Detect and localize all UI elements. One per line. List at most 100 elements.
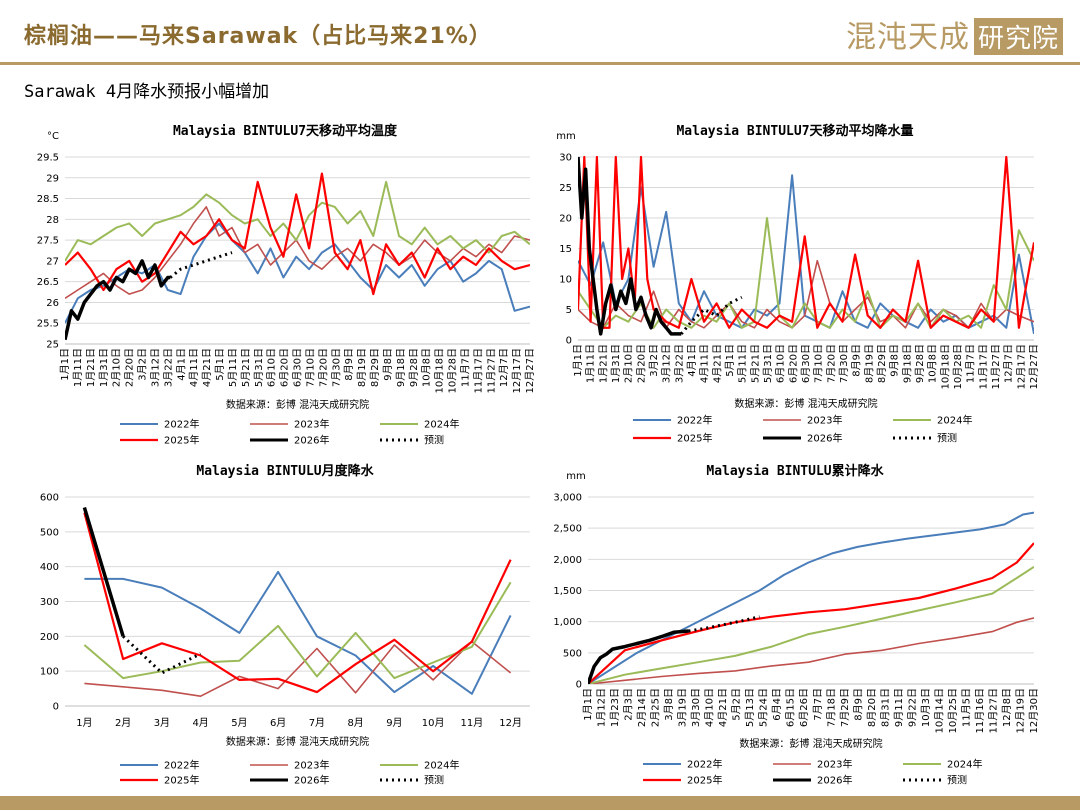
- x-tick-label: 8月9日: [852, 688, 864, 721]
- y-unit-label: °C: [47, 131, 59, 142]
- legend-label: 2022年: [164, 418, 199, 431]
- x-tick-label: 10月3日: [920, 688, 932, 727]
- legend-label: 2024年: [947, 758, 982, 771]
- x-tick-label: 5月1日: [214, 348, 226, 381]
- x-tick-label: 6月30日: [800, 344, 812, 383]
- x-tick-label: 10月28日: [952, 344, 964, 389]
- x-tick-label: 5月2日: [731, 688, 743, 721]
- x-tick-label: 12月7日: [498, 348, 510, 387]
- series-line-2025年: [588, 542, 1034, 684]
- y-tick-label: 500: [563, 648, 582, 659]
- slide-subtitle: Sarawak 4月降水预报小幅增加: [24, 82, 270, 102]
- x-tick-label: 4月1日: [175, 348, 187, 381]
- x-tick-label: 6月15日: [785, 688, 797, 727]
- x-tick-label: 3月22日: [162, 348, 174, 387]
- x-tick-label: 11月7日: [459, 348, 471, 387]
- y-tick-label: 15: [559, 244, 572, 255]
- x-tick-label: 8月20日: [866, 688, 878, 727]
- x-tick-label: 2月14日: [636, 688, 648, 727]
- series-line-2026年: [588, 629, 689, 684]
- x-tick-label: 9月28日: [914, 344, 926, 383]
- x-tick-label: 8月29日: [876, 344, 888, 383]
- x-tick-label: 3月19日: [677, 688, 689, 727]
- x-tick-label: 6月30日: [292, 348, 304, 387]
- x-tick-label: 4月11日: [699, 344, 711, 383]
- legend-label: 2022年: [164, 759, 199, 772]
- legend-label: 预测: [937, 432, 957, 445]
- legend-label: 2026年: [294, 774, 329, 787]
- chart-title: Malaysia BINTULU7天移动平均降水量: [676, 123, 913, 139]
- x-tick-label: 1月1日: [582, 688, 594, 721]
- data-source-note: 数据来源：彭博 混沌天成研究院: [734, 397, 877, 410]
- x-tick-label: 8月29日: [369, 348, 381, 387]
- legend-label: 2024年: [424, 759, 459, 772]
- temp-plot: [65, 156, 530, 345]
- x-tick-label: 5月1日: [724, 344, 736, 377]
- x-tick-label: 1月11日: [585, 344, 597, 383]
- x-tick-label: 10月25日: [947, 688, 959, 733]
- logo-box-text: 研究院: [974, 18, 1064, 55]
- x-tick-label: 9月8日: [889, 344, 901, 377]
- y-tick-label: 5: [566, 305, 572, 316]
- x-tick-label: 4月21日: [711, 344, 723, 383]
- series-line-2022年: [84, 570, 512, 695]
- x-tick-label: 11月27日: [990, 344, 1002, 389]
- y-tick-label: 2,500: [553, 524, 582, 535]
- x-tick-label: 7月10日: [813, 344, 825, 383]
- x-tick-label: 4月10日: [704, 688, 716, 727]
- x-tick-label: 12月7日: [1003, 344, 1015, 383]
- series-line-2024年: [83, 581, 512, 680]
- legend-label: 2024年: [937, 414, 972, 427]
- x-tick-label: 6月4日: [771, 688, 783, 721]
- x-tick-label: 12月19日: [1014, 688, 1026, 733]
- cumulative-plot: [588, 496, 1034, 685]
- y-tick-label: 200: [40, 632, 59, 643]
- rain7-plot: [578, 155, 1034, 341]
- legend-label: 2026年: [817, 774, 852, 787]
- data-source-note: 数据来源：彭博 混沌天成研究院: [226, 735, 369, 748]
- x-tick-label: 8月9日: [851, 344, 863, 377]
- x-tick-label: 8月19日: [356, 348, 368, 387]
- x-tick-label: 5月11日: [737, 344, 749, 383]
- x-tick-label: 6月20日: [279, 348, 291, 387]
- y-tick-label: 0: [566, 336, 572, 347]
- x-tick-label: 5月: [231, 717, 247, 729]
- legend-label: 2026年: [807, 432, 842, 445]
- x-tick-label: 1月31日: [610, 344, 622, 383]
- x-tick-label: 12月17日: [511, 348, 523, 393]
- x-tick-label: 6月10日: [266, 348, 278, 387]
- series-line-2023年: [588, 617, 1034, 684]
- x-tick-label: 7月20日: [317, 348, 329, 387]
- rainfall-7day-chart: Malaysia BINTULU7天移动平均降水量 mm 0 5 10 15 20 25 30 1…: [556, 123, 1040, 445]
- x-tick-label: 5月11日: [227, 348, 239, 387]
- x-tick-label: 9月: [386, 717, 402, 729]
- x-tick-label: 12月27日: [1028, 344, 1040, 389]
- y-tick-label: 400: [40, 562, 59, 573]
- cumulative-rainfall-chart: Malaysia BINTULU累计降水 mm 0 500 1,000 1,500 2,00…: [553, 463, 1040, 787]
- x-tick-label: 5月21日: [749, 344, 761, 383]
- x-tick-label: 11月7日: [965, 344, 977, 383]
- chart-title: Malaysia BINTULU7天移动平均温度: [173, 123, 398, 139]
- x-tick-label: 5月31日: [253, 348, 265, 387]
- legend-label: 2025年: [164, 774, 199, 787]
- x-tick-label: 3月2日: [648, 344, 660, 377]
- x-tick-label: 1月21日: [597, 344, 609, 383]
- x-tick-label: 7月10日: [304, 348, 316, 387]
- x-tick-label: 11月16日: [974, 688, 986, 733]
- y-tick-label: 28.5: [37, 194, 59, 205]
- x-tick-label: 11月: [461, 717, 484, 729]
- x-tick-label: 2月20日: [635, 344, 647, 383]
- series-line-2022年: [588, 511, 1034, 684]
- footer-bar: [0, 796, 1080, 810]
- x-tick-label: 9月8日: [382, 348, 394, 381]
- legend-label: 2025年: [677, 432, 712, 445]
- x-tick-label: 3月12日: [149, 348, 161, 387]
- legend-label: 预测: [424, 434, 444, 447]
- x-tick-label: 2月: [115, 717, 131, 729]
- y-tick-label: 25: [559, 183, 572, 194]
- chart-title: Malaysia BINTULU月度降水: [196, 463, 374, 479]
- x-tick-label: 9月28日: [408, 348, 420, 387]
- series-line-2026年: [65, 259, 171, 341]
- company-logo: 混沌天成 研究院: [846, 12, 1064, 56]
- x-tick-label: 7月: [309, 717, 325, 729]
